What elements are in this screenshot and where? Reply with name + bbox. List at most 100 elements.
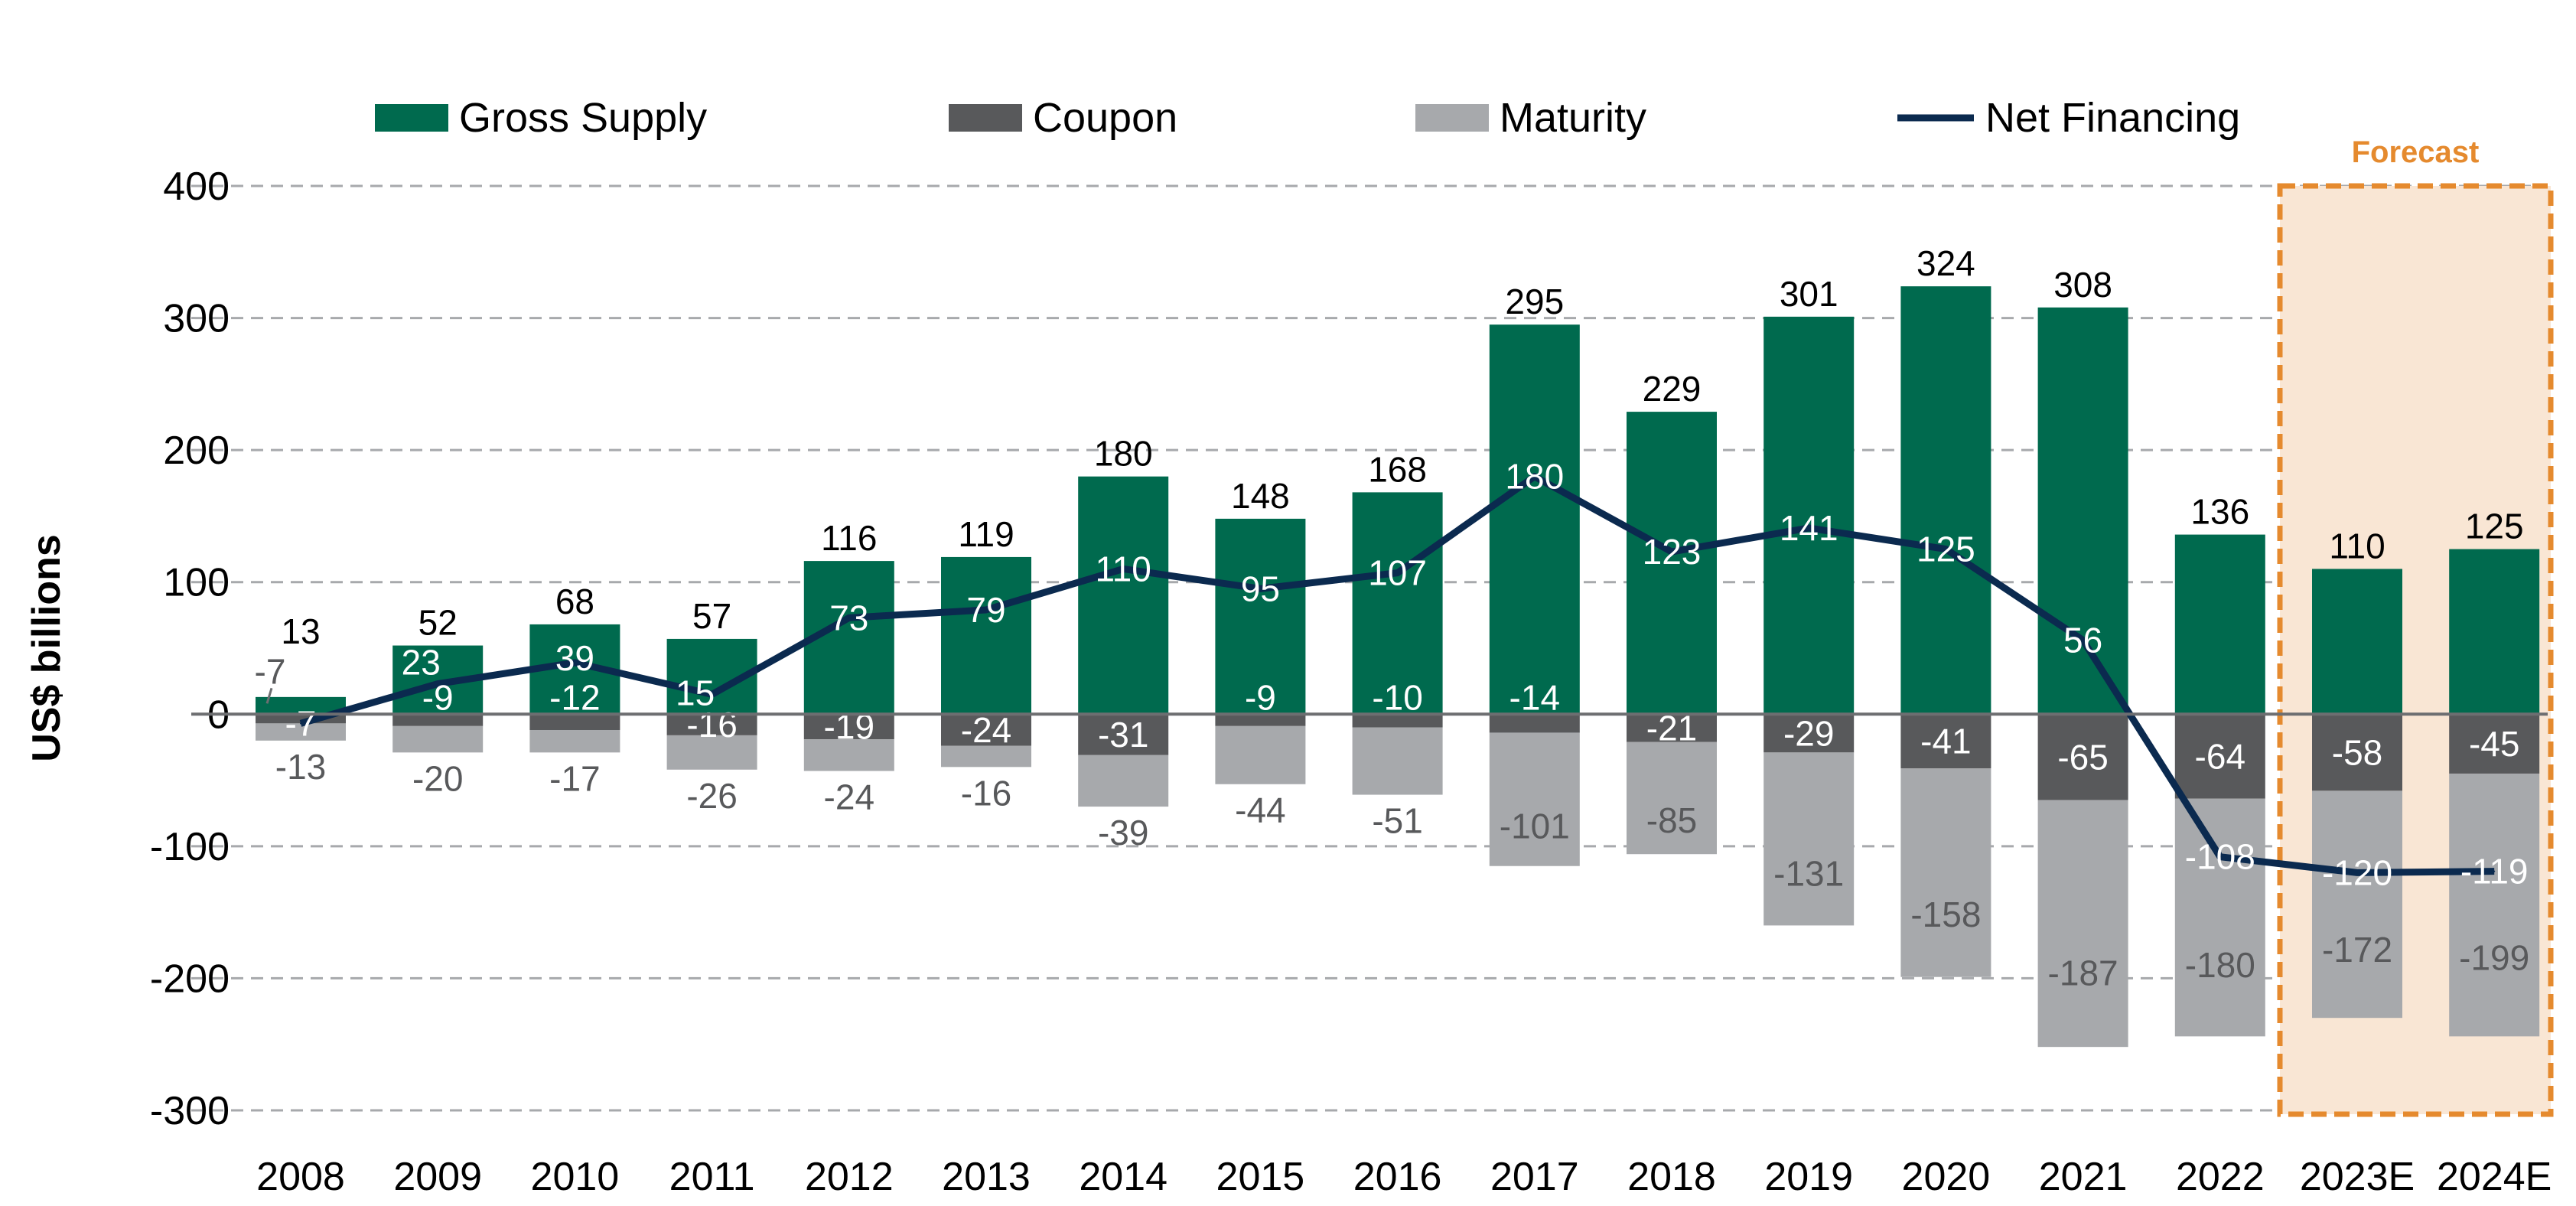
coupon-bar (2449, 714, 2540, 774)
coupon-label: -10 (1372, 677, 1422, 717)
gross-supply-label: 295 (1505, 282, 1564, 321)
maturity-label: -101 (1500, 806, 1570, 846)
gross-supply-label: 168 (1368, 449, 1427, 489)
maturity-label: -51 (1372, 801, 1422, 841)
coupon-bar (1627, 714, 1717, 742)
net-financing-label: -108 (2185, 837, 2255, 877)
gross-supply-label: 57 (692, 596, 731, 636)
gross-supply-bar (1215, 518, 1306, 715)
legend-swatch-0 (375, 104, 448, 132)
maturity-bar (2312, 790, 2402, 1019)
net-financing-label: 125 (1917, 530, 1975, 569)
coupon-label: -41 (1920, 722, 1971, 761)
gross-supply-label: 180 (1094, 434, 1153, 474)
net-financing-label: -119 (2460, 852, 2529, 891)
net-financing-label: 123 (1643, 532, 1702, 572)
maturity-label: -187 (2048, 953, 2118, 993)
maturity-label: -20 (412, 758, 463, 798)
x-tick-label: 2014 (1079, 1155, 1168, 1199)
maturity-label: -180 (2185, 945, 2255, 985)
gross-supply-bar (2174, 534, 2265, 715)
net-financing-point (1671, 551, 1672, 553)
gross-supply-bar (941, 556, 1031, 715)
legend-swatch-1 (949, 104, 1022, 132)
y-tick-label: -300 (150, 1089, 230, 1133)
maturity-label: -39 (1098, 813, 1148, 852)
maturity-bar (1900, 768, 1991, 977)
net-financing-label: 39 (555, 638, 594, 678)
maturity-label: -158 (1910, 895, 1981, 934)
net-financing-point (1808, 526, 1810, 529)
maturity-bar (2449, 773, 2540, 1037)
legend: Gross Supply Coupon Maturity Net Financing (375, 95, 2240, 141)
x-tick-label: 2013 (942, 1155, 1031, 1199)
net-financing-label: 23 (402, 643, 441, 683)
net-financing-line (299, 473, 2496, 876)
maturity-bar (256, 723, 346, 741)
x-tick-label: 2019 (1764, 1155, 1853, 1199)
coupon-bar (1352, 714, 1443, 728)
coupon-label: -64 (2195, 737, 2245, 777)
maturity-label: -44 (1235, 790, 1285, 830)
maturity-bar (2174, 798, 2265, 1037)
gross-supply-label: 148 (1231, 476, 1290, 516)
coupon-bar (666, 714, 757, 735)
gross-supply-label: 301 (1780, 274, 1838, 314)
coupon-label: -58 (2332, 732, 2382, 772)
net-financing-point (1259, 588, 1262, 590)
gross-supply-bar (1763, 316, 1855, 715)
maturity-label: -16 (961, 773, 1011, 813)
x-tick-label: 2018 (1627, 1155, 1716, 1199)
coupon-label: -12 (549, 677, 600, 717)
y-tick-label: -100 (150, 825, 230, 869)
net-financing-point (2356, 872, 2358, 874)
coupon-bar (1078, 714, 1169, 755)
gross-supply-label: 110 (2329, 526, 2385, 566)
coupon-label: -45 (2469, 724, 2519, 764)
gross-supply-bar (2449, 549, 2540, 715)
gross-supply-bar (1627, 412, 1717, 715)
y-tick-label: 200 (163, 429, 230, 473)
net-financing-point (1122, 568, 1125, 570)
gross-supply-bar (1352, 492, 1443, 715)
coupon-bar (392, 714, 484, 726)
net-financing-point (711, 693, 713, 696)
gross-supply-label: 229 (1643, 369, 1702, 409)
maturity-label: -172 (2322, 930, 2392, 970)
legend-swatch-2 (1415, 104, 1489, 132)
maturity-bar (1078, 755, 1169, 807)
maturity-bar (1352, 727, 1443, 795)
coupon-leader-line (265, 687, 273, 704)
maturity-bar (1215, 725, 1306, 784)
net-financing-label: 79 (966, 590, 1005, 630)
net-financing-point (2082, 639, 2084, 641)
legend-label: Gross Supply (459, 95, 707, 141)
net-financing-point (1945, 548, 1947, 550)
maturity-bar (666, 735, 757, 770)
x-tick-label: 2017 (1490, 1155, 1579, 1199)
coupon-label: -65 (2057, 737, 2108, 777)
x-tick-label: 2022 (2176, 1155, 2265, 1199)
coupon-bar (803, 714, 894, 740)
gross-supply-label: 136 (2190, 492, 2249, 532)
maturity-label: -13 (275, 747, 326, 787)
coupon-bar (2037, 714, 2128, 800)
coupon-bar (1215, 714, 1306, 726)
gross-supply-bar (256, 696, 346, 715)
y-tick-label: -200 (150, 957, 230, 1001)
coupon-bar (529, 714, 620, 730)
net-financing-label: 73 (829, 598, 868, 637)
net-financing-point (437, 683, 439, 685)
net-financing-point (985, 608, 987, 611)
net-financing-label: 15 (676, 673, 715, 712)
x-tick-label: 2008 (256, 1155, 345, 1199)
net-financing-point (2219, 856, 2221, 858)
maturity-bar (1489, 732, 1580, 866)
x-tick-label: 2011 (669, 1155, 755, 1199)
net-financing-point (848, 617, 850, 619)
x-tick-label: 2010 (531, 1155, 620, 1199)
gross-supply-label: 119 (958, 514, 1014, 554)
legend-label: Net Financing (1985, 95, 2240, 141)
